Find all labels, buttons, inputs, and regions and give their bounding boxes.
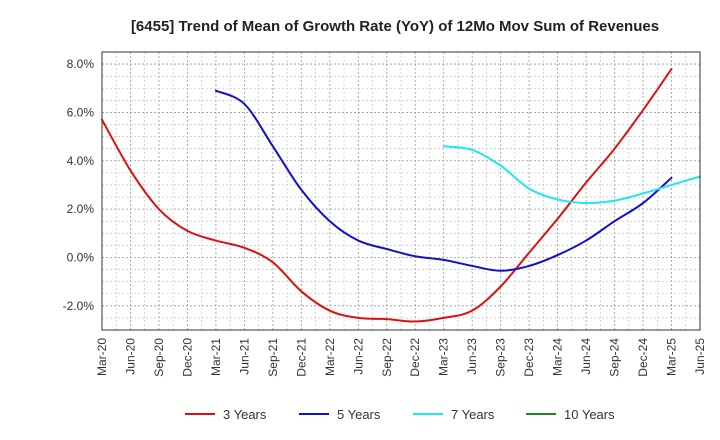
plot-border xyxy=(101,51,701,331)
x-tick-label: Sep-22 xyxy=(380,338,394,377)
x-tick-label: Dec-20 xyxy=(180,338,194,377)
series-line-5-years xyxy=(214,89,673,272)
x-tick-label: Jun-20 xyxy=(123,338,137,375)
series-line-3-years xyxy=(101,67,673,323)
x-tick-label: Jun-21 xyxy=(237,338,251,375)
series-line-7-years xyxy=(442,145,701,205)
x-tick-label: Mar-21 xyxy=(209,338,223,376)
x-tick-label: Mar-25 xyxy=(665,338,679,376)
series-group xyxy=(101,67,701,323)
legend-label: 3 Years xyxy=(223,407,267,422)
x-tick-label: Dec-22 xyxy=(408,338,422,377)
x-tick-label: Sep-23 xyxy=(494,338,508,377)
x-tick-label: Sep-21 xyxy=(266,338,280,377)
y-tick-label: 6.0% xyxy=(67,105,95,119)
x-tick-label: Dec-21 xyxy=(294,338,308,377)
legend-label: 7 Years xyxy=(451,407,495,422)
x-tick-label: Jun-22 xyxy=(351,338,365,375)
x-axis-ticks: Mar-20 Jun-20 Sep-20 Dec-20 Mar-21 Jun-21 Sep-… xyxy=(95,338,707,377)
x-tick-label: Jun-25 xyxy=(693,338,707,375)
legend: 3 Years 5 Years 7 Years 10 Years xyxy=(185,407,615,422)
x-tick-label: Dec-23 xyxy=(522,338,536,377)
y-tick-label: 2.0% xyxy=(67,202,95,216)
x-tick-label: Mar-20 xyxy=(95,338,109,376)
x-tick-label: Dec-24 xyxy=(636,338,650,377)
x-tick-label: Jun-24 xyxy=(579,338,593,375)
x-tick-label: Jun-23 xyxy=(465,338,479,375)
y-tick-label: 4.0% xyxy=(67,154,95,168)
legend-label: 5 Years xyxy=(337,407,381,422)
x-tick-label: Mar-23 xyxy=(437,338,451,376)
plot-area xyxy=(102,52,700,330)
x-tick-label: Sep-24 xyxy=(608,338,622,377)
y-axis-ticks: 8.0% 6.0% 4.0% 2.0% 0.0% -2.0% xyxy=(63,57,95,313)
chart-title: [6455] Trend of Mean of Growth Rate (YoY… xyxy=(131,18,659,35)
y-tick-label: 8.0% xyxy=(67,57,95,71)
x-tick-label: Mar-24 xyxy=(551,338,565,376)
x-tick-label: Mar-22 xyxy=(323,338,337,376)
y-tick-label: -2.0% xyxy=(63,299,95,313)
x-tick-label: Sep-20 xyxy=(152,338,166,377)
legend-label: 10 Years xyxy=(564,407,615,422)
y-tick-label: 0.0% xyxy=(67,250,95,264)
